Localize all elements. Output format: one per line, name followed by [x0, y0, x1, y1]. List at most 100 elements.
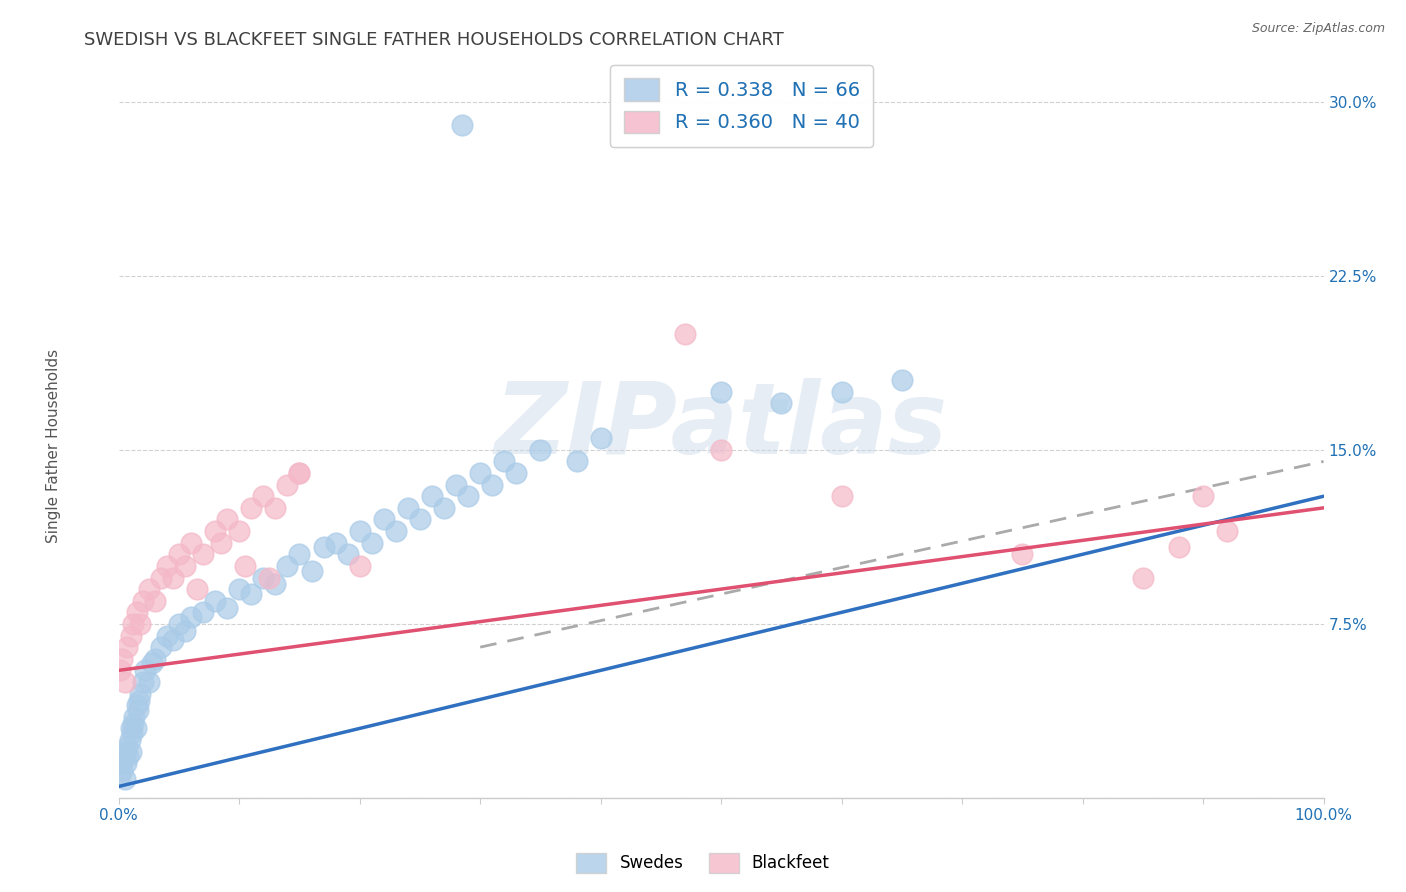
Point — [114, 745, 136, 759]
Point — [209, 535, 232, 549]
Point — [120, 722, 142, 736]
Point — [156, 628, 179, 642]
Point — [1132, 570, 1154, 584]
Point — [349, 558, 371, 573]
Point — [433, 500, 456, 515]
Point — [312, 541, 335, 555]
Point — [125, 605, 148, 619]
Point — [276, 477, 298, 491]
Point — [204, 593, 226, 607]
Point — [710, 384, 733, 399]
Point — [149, 640, 172, 655]
Point — [890, 373, 912, 387]
Point — [117, 749, 139, 764]
Point — [118, 733, 141, 747]
Point — [128, 693, 150, 707]
Point — [138, 675, 160, 690]
Point — [115, 640, 138, 655]
Point — [204, 524, 226, 538]
Text: Single Father Households: Single Father Households — [46, 349, 60, 543]
Point — [457, 489, 479, 503]
Point — [373, 512, 395, 526]
Point — [259, 570, 281, 584]
Point — [529, 442, 551, 457]
Point — [385, 524, 408, 538]
Point — [129, 616, 152, 631]
Point — [167, 547, 190, 561]
Point — [233, 558, 256, 573]
Point — [420, 489, 443, 503]
Point — [673, 326, 696, 341]
Point — [1011, 547, 1033, 561]
Point — [162, 633, 184, 648]
Text: ZIPatlas: ZIPatlas — [495, 378, 948, 475]
Point — [1216, 524, 1239, 538]
Point — [124, 710, 146, 724]
Point — [115, 739, 138, 754]
Legend: Swedes, Blackfeet: Swedes, Blackfeet — [569, 847, 837, 880]
Point — [120, 745, 142, 759]
Point — [174, 558, 197, 573]
Point — [162, 570, 184, 584]
Point — [252, 570, 274, 584]
Point — [138, 582, 160, 596]
Point — [156, 558, 179, 573]
Point — [444, 477, 467, 491]
Point — [228, 582, 250, 596]
Point — [108, 664, 131, 678]
Point — [129, 687, 152, 701]
Point — [494, 454, 516, 468]
Point — [141, 657, 163, 671]
Point — [264, 500, 287, 515]
Point — [481, 477, 503, 491]
Point — [149, 570, 172, 584]
Point — [336, 547, 359, 561]
Point — [589, 431, 612, 445]
Point — [505, 466, 527, 480]
Point — [276, 558, 298, 573]
Point — [112, 749, 135, 764]
Point — [252, 489, 274, 503]
Point — [191, 605, 214, 619]
Point — [127, 703, 149, 717]
Point — [360, 535, 382, 549]
Text: SWEDISH VS BLACKFEET SINGLE FATHER HOUSEHOLDS CORRELATION CHART: SWEDISH VS BLACKFEET SINGLE FATHER HOUSE… — [84, 31, 785, 49]
Point — [770, 396, 793, 410]
Point — [110, 756, 132, 771]
Point — [174, 624, 197, 638]
Legend: R = 0.338   N = 66, R = 0.360   N = 40: R = 0.338 N = 66, R = 0.360 N = 40 — [610, 65, 873, 146]
Point — [124, 722, 146, 736]
Point — [115, 756, 138, 771]
Point — [228, 524, 250, 538]
Point — [143, 652, 166, 666]
Point — [180, 535, 202, 549]
Point — [125, 698, 148, 713]
Point — [111, 652, 134, 666]
Point — [710, 442, 733, 457]
Point — [122, 716, 145, 731]
Point — [325, 535, 347, 549]
Point — [111, 763, 134, 777]
Point — [134, 664, 156, 678]
Point — [264, 577, 287, 591]
Point — [132, 593, 155, 607]
Point — [122, 616, 145, 631]
Point — [565, 454, 588, 468]
Point — [167, 616, 190, 631]
Point — [396, 500, 419, 515]
Point — [121, 726, 143, 740]
Point — [470, 466, 492, 480]
Point — [217, 512, 239, 526]
Point — [191, 547, 214, 561]
Point — [1168, 541, 1191, 555]
Point — [409, 512, 432, 526]
Point — [451, 118, 474, 132]
Text: Source: ZipAtlas.com: Source: ZipAtlas.com — [1251, 22, 1385, 36]
Point — [186, 582, 208, 596]
Point — [240, 500, 263, 515]
Point — [132, 675, 155, 690]
Point — [114, 772, 136, 787]
Point — [114, 675, 136, 690]
Point — [288, 466, 311, 480]
Point — [217, 600, 239, 615]
